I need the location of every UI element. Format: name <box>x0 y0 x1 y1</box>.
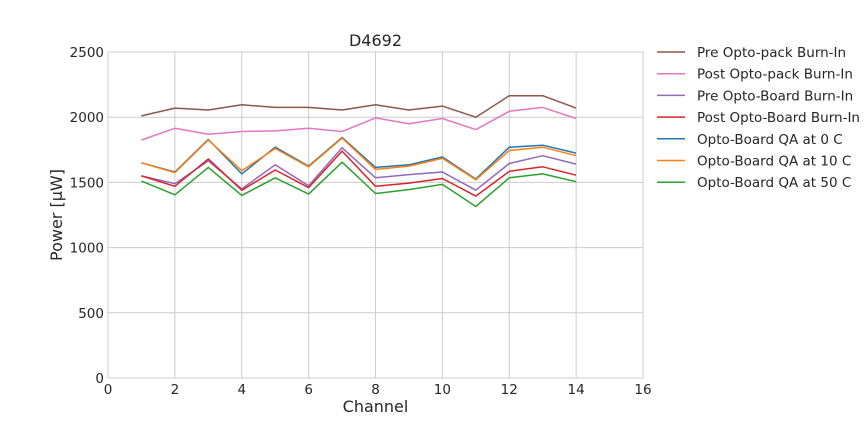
y-axis-label: Power [μW] <box>47 169 66 261</box>
legend-label: Opto-Board QA at 10 C <box>697 154 851 170</box>
series-lines <box>141 94 577 208</box>
y-tick-label: 1000 <box>70 241 104 257</box>
x-tick-label: 4 <box>237 382 246 398</box>
tick-labels: 0 2 4 6 8 10 12 14 16 0 500 1000 1500 2000 2500 <box>70 45 652 398</box>
legend-label: Pre Opto-Board Burn-In <box>697 88 853 104</box>
legend-label: Opto-Board QA at 0 C <box>697 132 843 148</box>
legend-label: Pre Opto-pack Burn-In <box>697 45 846 61</box>
x-tick-label: 12 <box>501 382 518 398</box>
series-line-7 <box>141 161 577 208</box>
legend-label: Post Opto-Board Burn-In <box>697 110 860 126</box>
legend-label: Post Opto-pack Burn-In <box>697 67 853 83</box>
series-line-3 <box>141 147 577 191</box>
x-tick-label: 0 <box>104 382 113 398</box>
x-tick-label: 2 <box>171 382 180 398</box>
chart-title: D4692 <box>349 31 402 50</box>
y-tick-label: 2000 <box>70 110 104 126</box>
x-tick-label: 10 <box>434 382 451 398</box>
x-tick-label: 6 <box>304 382 313 398</box>
y-tick-label: 0 <box>95 371 104 387</box>
y-tick-label: 500 <box>78 306 104 322</box>
legend-label: Opto-Board QA at 50 C <box>697 175 851 191</box>
series-line-5 <box>141 136 577 180</box>
x-tick-label: 14 <box>568 382 585 398</box>
series-line-2 <box>141 106 577 141</box>
series-line-4 <box>141 150 577 197</box>
grid <box>107 51 644 379</box>
y-tick-label: 1500 <box>70 175 104 191</box>
x-tick-label: 16 <box>634 382 651 398</box>
series-line-6 <box>141 137 577 181</box>
x-axis-label: Channel <box>343 397 409 416</box>
x-tick-label: 8 <box>371 382 380 398</box>
series-line-1 <box>141 94 577 118</box>
plot-frame <box>107 51 644 379</box>
y-tick-label: 2500 <box>70 45 104 61</box>
legend: Pre Opto-pack Burn-In Post Opto-pack Burn… <box>657 45 860 191</box>
